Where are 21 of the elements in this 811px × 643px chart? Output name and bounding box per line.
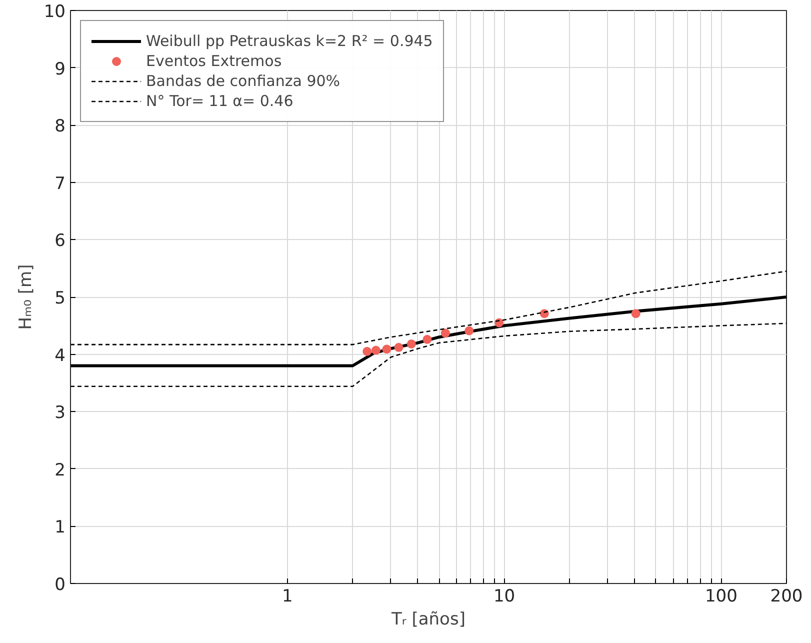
x-tick-label: 1: [282, 586, 293, 606]
y-tick-label: 7: [54, 174, 66, 194]
legend-label: Eventos Extremos: [146, 52, 282, 70]
y-tick-label: 2: [54, 460, 66, 480]
legend-label: Weibull pp Petrauskas k=2 R² = 0.945: [146, 32, 433, 50]
y-tick-label: 1: [54, 518, 66, 538]
y-tick-label: 0: [54, 575, 66, 595]
x-tick-label: 10: [493, 586, 516, 606]
y-tick-label: 6: [54, 231, 66, 252]
x-tick-label: 200: [770, 586, 803, 606]
y-tick-label: 3: [54, 403, 66, 424]
x-tick-label: 100: [704, 586, 738, 606]
y-tick-label: 4: [54, 346, 66, 366]
y-tick-label: 10: [44, 2, 66, 22]
y-axis-title: Hₘ₀ [m]: [16, 264, 36, 330]
legend-label: Bandas de confianza 90%: [146, 72, 340, 90]
y-tick-label: 8: [54, 116, 66, 137]
legend-label: N° Tor= 11 α= 0.46: [146, 92, 294, 110]
y-tick-label: 9: [54, 59, 66, 80]
y-tick-label: 5: [54, 288, 66, 308]
x-axis-title: Tᵣ [años]: [390, 610, 466, 630]
